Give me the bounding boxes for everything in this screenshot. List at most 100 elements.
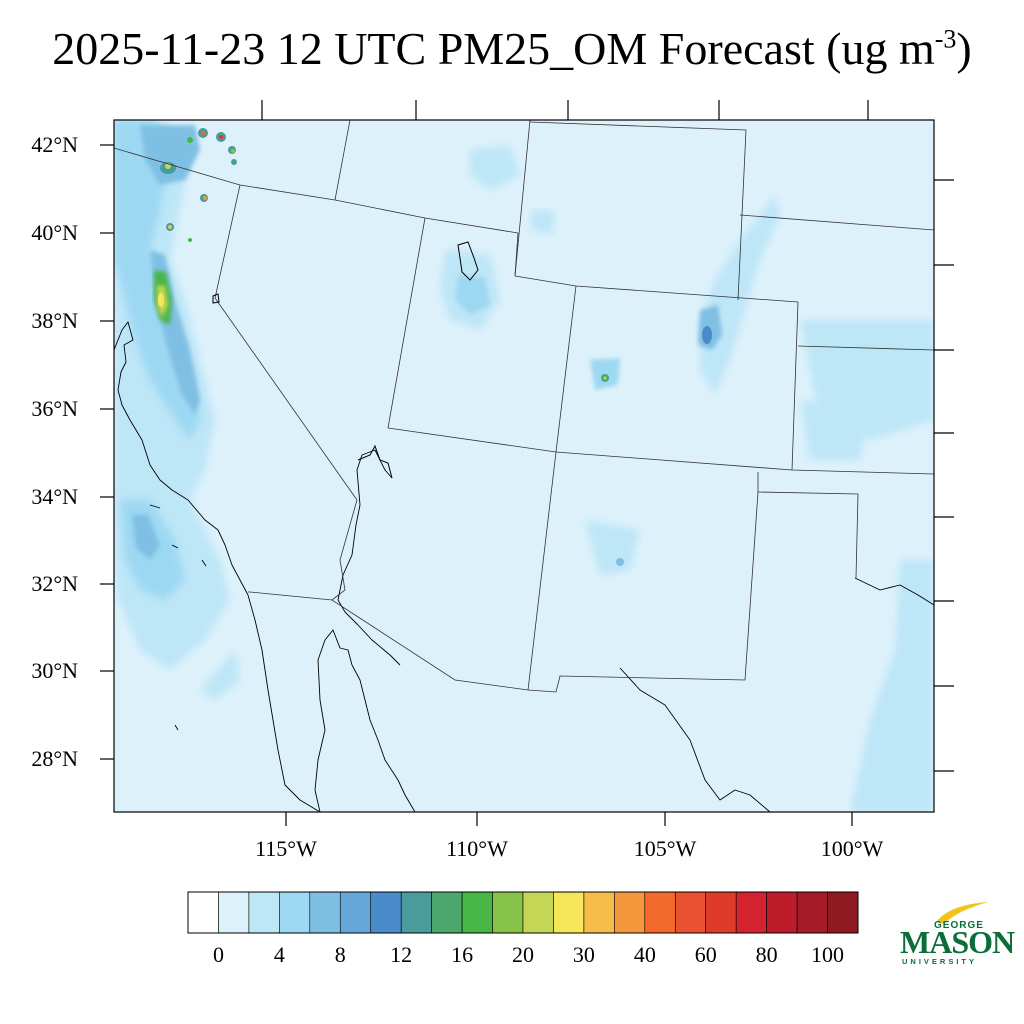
logo-line-mason: MASON xyxy=(900,924,1015,960)
border-ut-az xyxy=(387,427,934,475)
border-ok-tx xyxy=(757,491,859,579)
colorbar-swatch xyxy=(400,891,432,934)
logo-line-university: UNIVERSITY xyxy=(902,957,978,966)
border-us-mexico-west xyxy=(249,591,529,691)
shading-baja xyxy=(200,650,240,700)
lake-tahoe xyxy=(212,293,220,304)
hotspot-new-mexico xyxy=(616,558,624,566)
channel-islands xyxy=(149,504,207,731)
shading-front-range xyxy=(700,195,780,395)
lon-label-110w: 110°W xyxy=(446,836,508,861)
colorbar-tick-label: 30 xyxy=(572,942,595,967)
lon-label-115w: 115°W xyxy=(255,836,317,861)
colorbar-swatch xyxy=(309,891,341,934)
colorbar-tick-label: 4 xyxy=(273,942,285,967)
colorbar-swatch xyxy=(370,891,402,934)
sea-of-cortez-east xyxy=(337,449,393,601)
sonora-coast xyxy=(337,599,401,666)
border-az-nv-ca xyxy=(331,499,358,601)
colorbar-tick-label: 8 xyxy=(334,942,346,967)
california-coast xyxy=(114,321,249,596)
colorbar-swatch xyxy=(614,891,646,934)
colorbar-swatch xyxy=(339,891,372,934)
lakes xyxy=(212,241,479,479)
colorbar-swatch xyxy=(644,891,676,934)
baja-pacific-coast xyxy=(247,594,321,812)
sea-of-cortez-west xyxy=(314,629,416,812)
colorbar-frame xyxy=(187,891,859,934)
colorbar-swatch xyxy=(553,891,585,934)
colorbar-swatch xyxy=(674,891,707,934)
concentration-shading xyxy=(114,120,934,812)
colorbar-swatch xyxy=(187,891,219,934)
map-plot-area xyxy=(114,120,934,812)
axis-ticks xyxy=(100,100,954,826)
hotspot-sw-colorado-core xyxy=(603,376,607,380)
george-mason-logo: GEORGE MASON UNIVERSITY xyxy=(900,900,1015,970)
map-background xyxy=(114,120,934,812)
state-borders xyxy=(114,120,934,693)
border-ca-nv xyxy=(214,184,358,501)
colorbar-swatch xyxy=(218,891,250,934)
colorbar-swatch xyxy=(735,891,767,934)
hotspot-sierra-core xyxy=(158,293,164,307)
border-nv-ut xyxy=(387,217,426,429)
border-az-nm xyxy=(527,451,557,691)
colorado-river-mead xyxy=(357,444,393,479)
border-montana-wy xyxy=(529,121,747,131)
coastlines xyxy=(114,321,934,812)
great-salt-lake xyxy=(457,241,479,281)
title-main: 2025-11-23 12 UTC PM25_OM Forecast (ug m xyxy=(52,23,935,74)
texas-border xyxy=(619,667,820,812)
colorbar-swatch xyxy=(431,891,463,934)
border-sd-ne xyxy=(739,214,934,231)
title-exponent: -3 xyxy=(934,24,957,54)
hotspot-front-range xyxy=(702,326,712,344)
border-nm-tx xyxy=(527,472,759,693)
title-close: ) xyxy=(956,23,972,74)
border-id-nv-north xyxy=(334,120,351,201)
border-co-wy-north xyxy=(514,232,519,277)
border-ut-co xyxy=(555,285,577,453)
oregon-hotspots xyxy=(166,128,237,242)
rio-grande xyxy=(854,577,934,606)
shading-utah-core xyxy=(455,275,490,315)
border-id-wy xyxy=(514,120,531,277)
colorbar-tick-label: 0 xyxy=(212,942,224,967)
lat-label-28n: 28°N xyxy=(31,746,78,771)
colorbar-tick-label: 100 xyxy=(811,942,845,967)
shading-socal-core xyxy=(132,515,160,560)
lat-label-36n: 36°N xyxy=(31,396,78,421)
lat-label-32n: 32°N xyxy=(31,571,78,596)
colorbar-swatch xyxy=(248,891,280,934)
colorbar-swatch xyxy=(522,891,554,934)
colorbar-swatch xyxy=(796,891,828,934)
colorbar-tick-label: 40 xyxy=(633,942,656,967)
border-co-ks-ne xyxy=(791,301,799,471)
colorbar-swatch xyxy=(492,891,524,934)
colorbar-swatch xyxy=(583,891,615,934)
lat-label-30n: 30°N xyxy=(31,658,78,683)
lat-label-38n: 38°N xyxy=(31,308,78,333)
lon-label-100w: 100°W xyxy=(820,836,884,861)
logo-line-george: GEORGE xyxy=(934,920,984,931)
colorbar-tick-label: 80 xyxy=(755,942,778,967)
lat-label-42n: 42°N xyxy=(31,132,78,157)
border-ne-ks xyxy=(797,345,934,351)
colorbar xyxy=(187,891,859,934)
chart-title: 2025-11-23 12 UTC PM25_OM Forecast (ug m… xyxy=(0,22,1024,75)
shading-new-mexico xyxy=(585,520,640,575)
map-frame xyxy=(113,119,935,813)
colorbar-swatch xyxy=(705,891,737,934)
colorbar-swatch xyxy=(766,891,798,934)
colorbar-tick-label: 60 xyxy=(694,942,717,967)
shading-oklahoma xyxy=(800,400,870,460)
shading-wyoming xyxy=(530,210,555,235)
shading-idaho xyxy=(470,145,520,190)
lat-label-40n: 40°N xyxy=(31,220,78,245)
logo-swoosh xyxy=(936,902,988,924)
colorbar-swatch xyxy=(461,891,493,934)
colorbar-swatch xyxy=(279,891,311,934)
colorbar-tick-label: 16 xyxy=(451,942,474,967)
